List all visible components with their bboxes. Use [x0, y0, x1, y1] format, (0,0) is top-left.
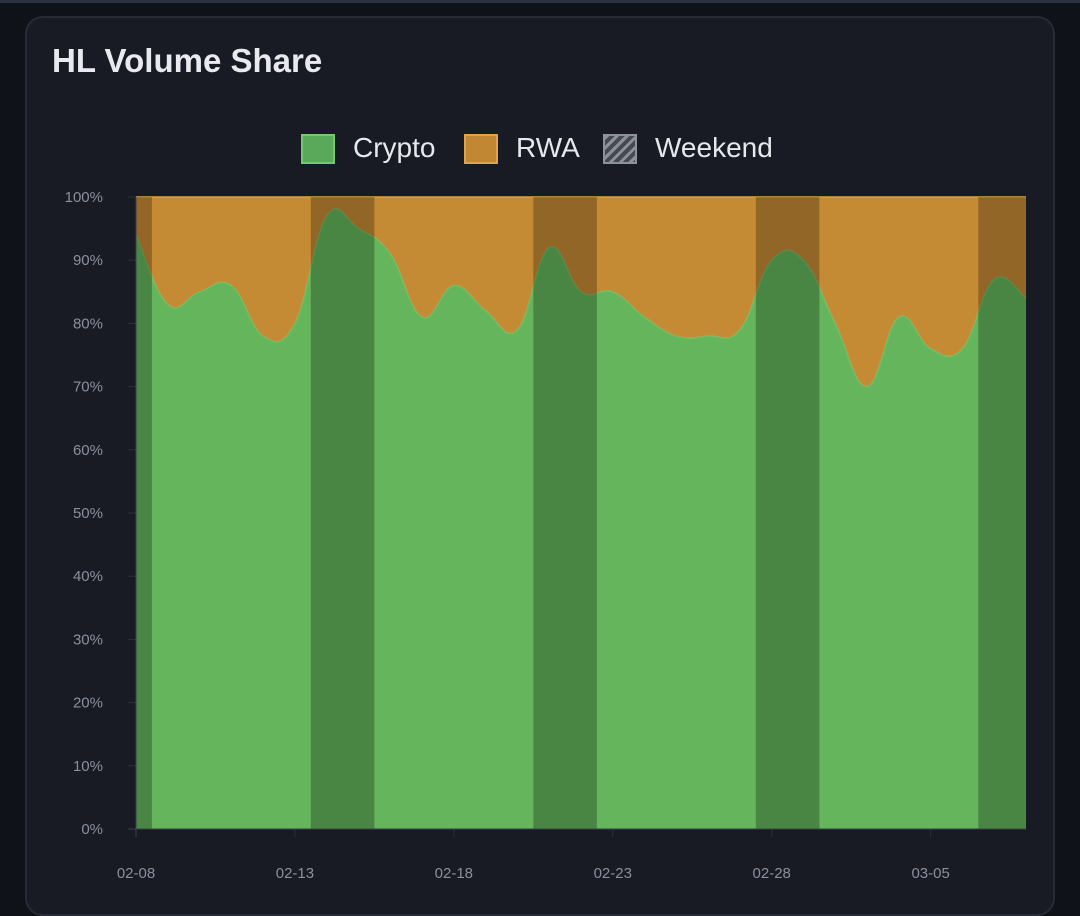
- x-tick-label: 02-28: [753, 865, 791, 882]
- legend-label-rwa: RWA: [516, 132, 580, 163]
- weekend-band: [755, 197, 820, 829]
- legend-label-weekend: Weekend: [655, 132, 773, 163]
- y-tick-label: 50%: [73, 505, 103, 522]
- weekend-band: [978, 197, 1026, 829]
- y-tick-label: 30%: [73, 631, 103, 648]
- x-tick-label: 03-05: [911, 865, 949, 882]
- x-tick-label: 02-23: [594, 865, 632, 882]
- weekend-bands: [136, 197, 1026, 829]
- axes: 0% 10% 20% 30% 40% 50% 60% 70% 80% 90% 100% 02-08 02…: [65, 189, 1026, 882]
- legend-swatch-rwa: [464, 134, 498, 164]
- y-tick-label: 20%: [73, 695, 103, 712]
- crypto-series-line: [135, 208, 1027, 388]
- legend-item-crypto[interactable]: Crypto: [301, 128, 446, 172]
- y-tick-label: 10%: [73, 758, 103, 775]
- y-tick-label: 70%: [73, 379, 103, 396]
- y-tick-label: 40%: [73, 568, 103, 585]
- chart-legend: Crypto RWA Weekend: [0, 128, 1080, 172]
- y-tick-label: 90%: [73, 252, 103, 269]
- legend-item-rwa[interactable]: RWA: [464, 128, 584, 172]
- stacked-areas: [135, 196, 1027, 829]
- legend-swatch-weekend: [603, 134, 637, 164]
- y-tick-label: 0%: [81, 821, 103, 838]
- y-tick-label: 80%: [73, 315, 103, 332]
- legend-label-crypto: Crypto: [353, 132, 436, 163]
- x-tick-label: 02-13: [276, 865, 314, 882]
- rwa-area: [136, 197, 1026, 387]
- crypto-area: [136, 208, 1026, 829]
- x-tick-label: 02-08: [117, 865, 155, 882]
- weekend-band: [310, 197, 375, 829]
- weekend-band: [136, 197, 152, 829]
- y-tick-label: 100%: [65, 189, 103, 206]
- legend-swatch-crypto: [301, 134, 335, 164]
- chart-title: HL Volume Share: [52, 42, 323, 79]
- window-top-border: [0, 0, 1080, 3]
- weekend-band: [533, 197, 597, 829]
- y-tick-label: 60%: [73, 442, 103, 459]
- legend-item-weekend[interactable]: Weekend: [603, 128, 783, 172]
- x-tick-label: 02-18: [435, 865, 473, 882]
